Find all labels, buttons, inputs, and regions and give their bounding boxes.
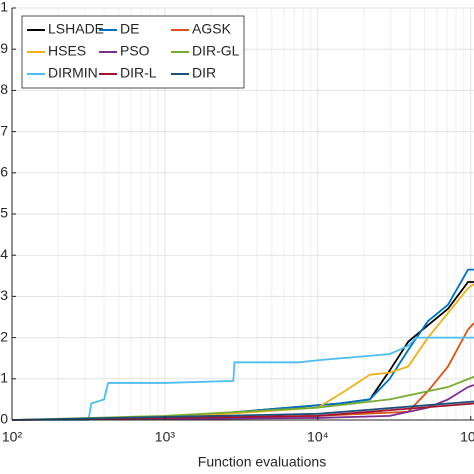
- x-tick-label: 10²: [2, 429, 23, 445]
- y-tick-label: 0.1: [0, 370, 8, 386]
- plot-lines: [11, 268, 474, 421]
- legend-label: LSHADE: [48, 21, 104, 37]
- x-tick-label: 10⁵: [460, 429, 474, 445]
- legend-label: AGSK: [192, 21, 232, 37]
- y-tick-label: 0: [0, 411, 8, 427]
- legend-label: PSO: [120, 43, 150, 59]
- y-tick-label: 0.3: [0, 287, 8, 303]
- y-tick-label: 0.7: [0, 122, 8, 138]
- legend-label: DE: [120, 21, 139, 37]
- y-tick-label: 0.9: [0, 40, 8, 56]
- y-tick-label: 1: [0, 0, 8, 15]
- y-tick-label: 0.2: [0, 328, 8, 344]
- legend-label: HSES: [48, 43, 86, 59]
- legend: LSHADE DE AGSK HSES PSO DIR-GL DIRMIN DIR-L DIR: [21, 15, 245, 89]
- x-tick-label: 10³: [155, 429, 176, 445]
- x-tick-label: 10⁴: [307, 429, 329, 445]
- y-tick-label: 0.6: [0, 164, 8, 180]
- legend-label: DIR-GL: [192, 43, 240, 59]
- legend-label: DIR: [192, 65, 216, 81]
- axes: 0 0.1 0.2 0.3 0.4 0.5 0.6 0.7 0.8 0.9 1 10² 10³ 10⁴ 10…: [0, 0, 474, 445]
- legend-label: DIRMIN: [48, 65, 98, 81]
- y-tick-label: 0.5: [0, 205, 8, 221]
- series-line: [12, 336, 474, 421]
- series-line: [11, 400, 474, 421]
- y-tick-label: 0.4: [0, 246, 8, 262]
- y-tick-label: 0.8: [0, 81, 8, 97]
- x-axis-label: Function evaluations: [198, 454, 326, 470]
- legend-box: [21, 15, 245, 89]
- legend-label: DIR-L: [120, 65, 157, 81]
